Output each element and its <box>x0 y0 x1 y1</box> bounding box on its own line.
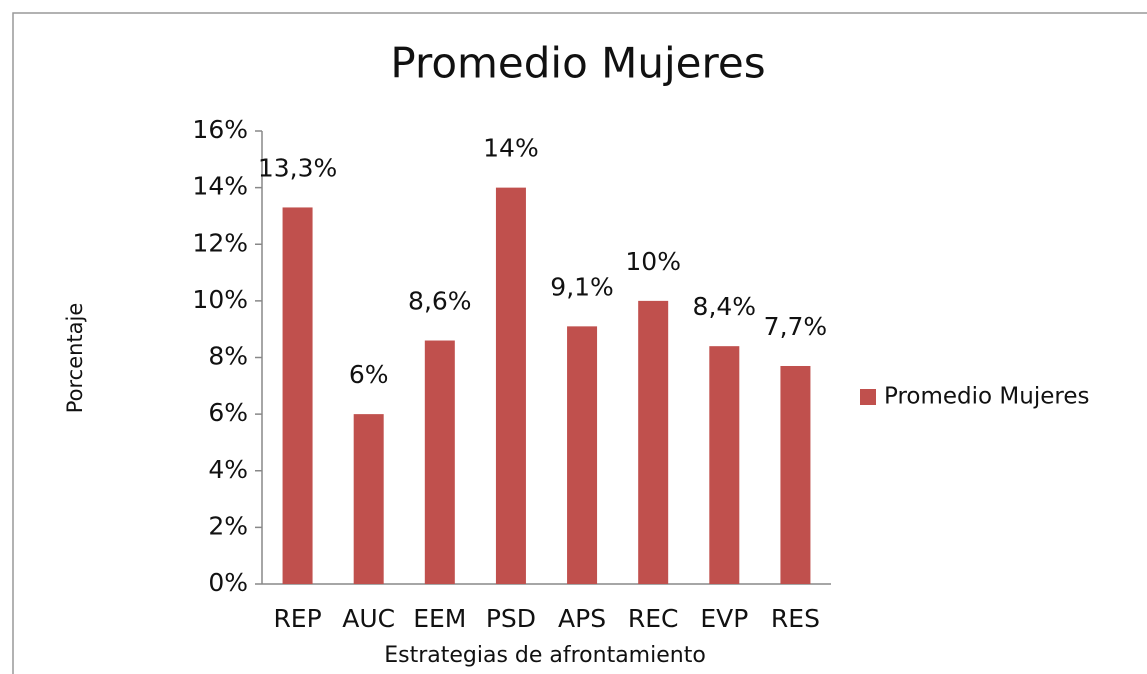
value-label: 8,6% <box>408 287 472 316</box>
x-tick-label: EEM <box>413 604 466 633</box>
value-label: 7,7% <box>764 312 828 341</box>
bar <box>424 340 455 584</box>
y-tick-label: 16% <box>192 115 248 144</box>
value-label: 6% <box>349 360 389 389</box>
y-tick-label: 2% <box>208 511 248 540</box>
value-label: 9,1% <box>550 272 614 301</box>
x-tick-label: AUC <box>342 604 395 633</box>
legend-swatch <box>860 389 876 405</box>
bar <box>495 187 526 584</box>
y-tick-label: 14% <box>192 172 248 201</box>
value-label: 14% <box>483 134 539 163</box>
bar <box>282 207 313 584</box>
bar <box>709 346 740 584</box>
bar <box>567 326 598 584</box>
x-tick-label: RES <box>771 604 820 633</box>
y-tick-label: 4% <box>208 455 248 484</box>
x-tick-label: PSD <box>486 604 536 633</box>
x-tick-label: EVP <box>700 604 748 633</box>
chart-border <box>12 12 1147 674</box>
y-tick-label: 10% <box>192 285 248 314</box>
y-tick-label: 0% <box>208 568 248 597</box>
bar <box>353 414 384 584</box>
value-label: 13,3% <box>258 153 337 182</box>
x-tick-label: REP <box>273 604 321 633</box>
legend-label: Promedio Mujeres <box>884 384 1089 410</box>
x-axis-label: Estrategias de afrontamiento <box>384 643 706 668</box>
bar <box>638 300 669 584</box>
y-tick-label: 8% <box>208 342 248 371</box>
x-tick-label: REC <box>628 604 679 633</box>
value-label: 8,4% <box>693 292 757 321</box>
chart-title: Promedio Mujeres <box>390 39 765 88</box>
x-tick-label: APS <box>558 604 606 633</box>
y-tick-label: 6% <box>208 398 248 427</box>
y-tick-label: 12% <box>192 228 248 257</box>
y-axis-label: Porcentaje <box>63 303 87 414</box>
value-label: 10% <box>625 247 681 276</box>
bar <box>780 365 811 584</box>
